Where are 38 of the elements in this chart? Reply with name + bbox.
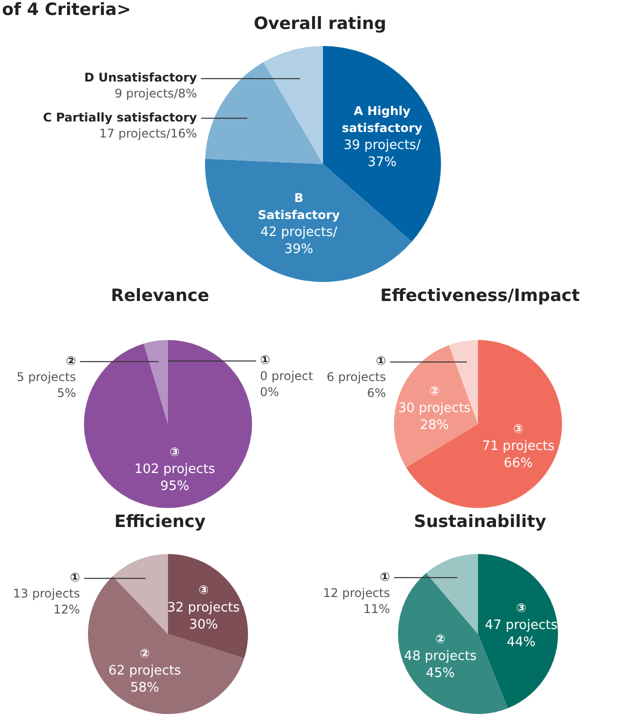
data-label: 102 projects 95% xyxy=(134,462,216,494)
text: of 4 Criteria> xyxy=(2,0,132,20)
data-label: 9 projects/8% xyxy=(114,86,197,101)
slice-label: ③ xyxy=(513,422,524,436)
chart-title: Overall rating xyxy=(254,14,386,34)
data-label: 5 projects 5% xyxy=(16,370,76,400)
slice-label: ① xyxy=(376,354,386,368)
data-label: 30 projects 28% xyxy=(398,401,471,434)
data-label: 17 projects/16% xyxy=(99,126,197,140)
slice-label: C Partially satisfactory xyxy=(42,110,198,124)
data-label: 47 projects 44% xyxy=(484,618,558,650)
data-label: 39 projects/ 37% xyxy=(344,138,422,170)
slice-label: B Satisfactory xyxy=(258,190,340,222)
slice-label: ③ xyxy=(198,583,209,598)
data-label: 13 projects 12% xyxy=(13,586,80,616)
slice-label: D Unsatisfactory xyxy=(84,70,198,85)
data-label: 71 projects 66% xyxy=(482,439,555,472)
data-label: 62 projects 58% xyxy=(108,664,182,696)
chart-title: Efficiency xyxy=(113,512,207,532)
category-label: ① xyxy=(260,353,270,368)
slice-label: ② xyxy=(66,354,76,368)
slice-label: ① xyxy=(380,570,390,584)
chart-title: Effectiveness/Impact xyxy=(379,286,581,306)
chart-title: Relevance xyxy=(110,286,210,306)
data-label: 32 projects 30% xyxy=(167,600,240,632)
text: 0 project 0% xyxy=(260,369,314,400)
chart-title: Sustainability xyxy=(412,512,548,532)
data-label: 42 projects/ 39% xyxy=(260,225,338,258)
data-label: 6 projects 6% xyxy=(326,370,386,400)
slice-label: ② xyxy=(140,646,150,660)
slice-label: ② xyxy=(435,632,446,646)
data-label: 12 projects 11% xyxy=(323,586,390,616)
slice-label: A Highly satisfactory xyxy=(342,104,422,135)
slice-label: ③ xyxy=(516,600,526,615)
slice-label: ① xyxy=(70,570,80,584)
slice-label: ③ xyxy=(170,444,180,459)
slice-label: ② xyxy=(429,384,440,398)
data-label: 48 projects 45% xyxy=(404,649,477,682)
